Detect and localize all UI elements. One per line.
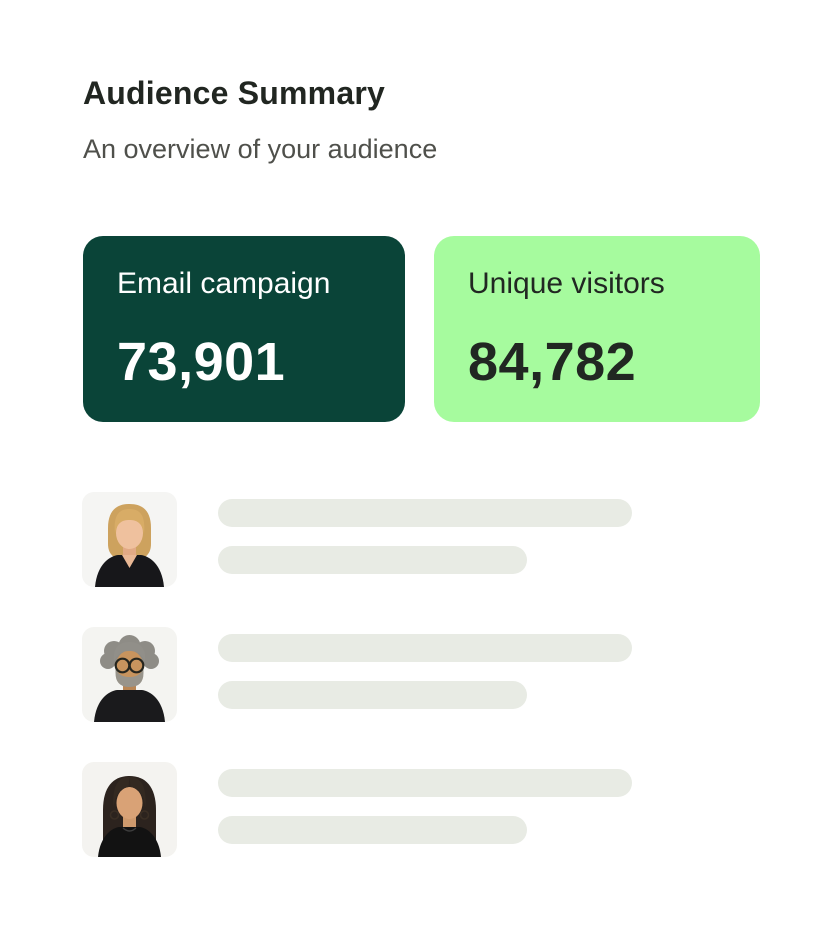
skeleton-line-long xyxy=(218,499,632,527)
stat-card-unique-visitors: Unique visitors 84,782 xyxy=(434,236,760,422)
list-item xyxy=(82,762,840,857)
stat-card-email-campaign: Email campaign 73,901 xyxy=(83,236,405,422)
woman-blonde-bob-avatar xyxy=(82,492,177,587)
list-item xyxy=(82,627,840,722)
list-item xyxy=(82,492,840,587)
stat-value-email-campaign: 73,901 xyxy=(117,332,286,392)
page-title: Audience Summary xyxy=(83,75,385,111)
skeleton-line-short xyxy=(218,681,527,709)
skeleton-line-long xyxy=(218,769,632,797)
audience-list xyxy=(82,492,840,857)
stat-label-email-campaign: Email campaign xyxy=(117,267,331,300)
stat-label-unique-visitors: Unique visitors xyxy=(468,267,665,300)
stat-value-unique-visitors: 84,782 xyxy=(468,332,637,392)
page-subtitle: An overview of your audience xyxy=(83,134,438,164)
skeleton-lines xyxy=(218,762,632,857)
skeleton-lines xyxy=(218,627,632,722)
audience-summary-page: Audience Summary An overview of your aud… xyxy=(82,75,840,857)
skeleton-line-short xyxy=(218,816,527,844)
skeleton-line-long xyxy=(218,634,632,662)
woman-long-dark-hair-avatar xyxy=(82,762,177,857)
stats-row: Email campaign 73,901 Unique visitors 84… xyxy=(83,236,840,422)
skeleton-lines xyxy=(218,492,632,587)
man-gray-curly-hair-glasses-avatar xyxy=(82,627,177,722)
skeleton-line-short xyxy=(218,546,527,574)
